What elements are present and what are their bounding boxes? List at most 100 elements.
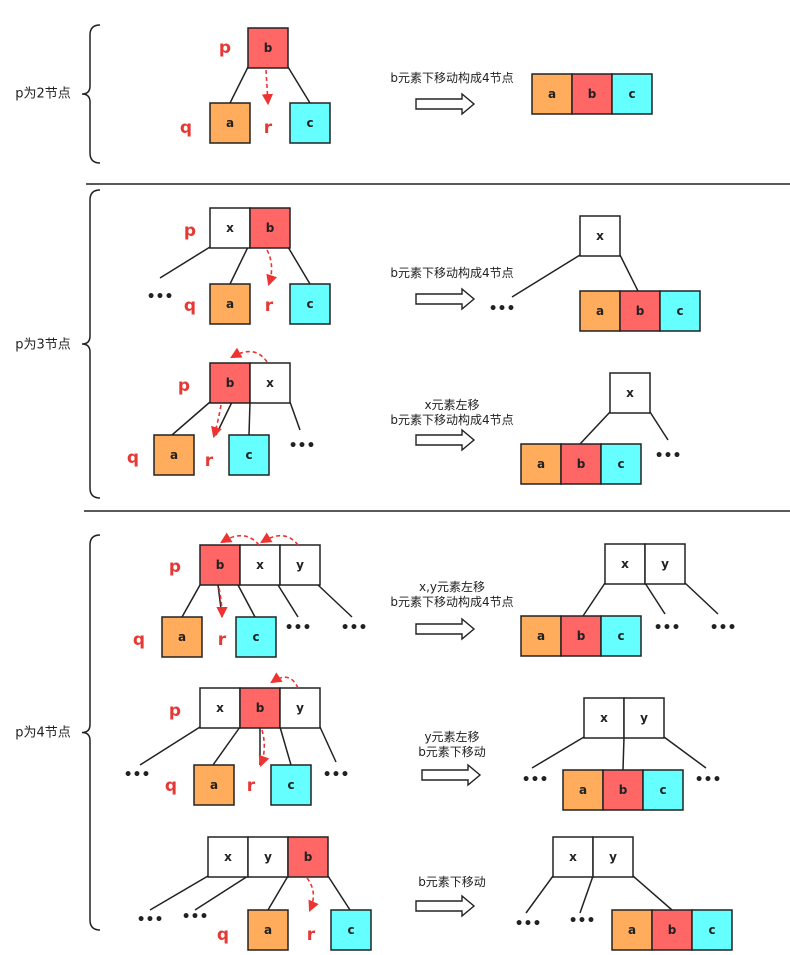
pointer-label-r: r [247, 776, 256, 796]
ellipsis: ••• [182, 909, 209, 925]
key-node-y [279, 544, 321, 586]
tree-edge [579, 875, 594, 914]
key-node-b [619, 290, 661, 332]
tree-edge [212, 726, 241, 766]
transform-arrows [415, 92, 482, 918]
key-node-c-label: c [287, 778, 294, 792]
caption-c3-line1: x元素左移 [424, 397, 479, 412]
key-node-b [560, 443, 602, 485]
pointer-label-r: r [264, 118, 273, 138]
key-node-b-label: b [588, 87, 597, 101]
tree-edge [289, 401, 301, 431]
key-node-c [600, 443, 642, 485]
caption-c4-line1: x,y元素左移 [419, 579, 485, 594]
key-node-b-label: b [226, 376, 235, 390]
tree-edge [287, 246, 311, 285]
key-node-a [209, 102, 251, 144]
key-node-c [659, 290, 701, 332]
key-node-c-label: c [659, 783, 666, 797]
move-arrow [230, 347, 268, 363]
key-node-y [644, 543, 686, 585]
pointer-label-q: q [184, 296, 196, 316]
key-node-a-label: a [537, 457, 545, 471]
caption-c5-line2: b元素下移动 [418, 745, 486, 759]
section-label-p2: p为2节点 [15, 87, 71, 102]
pointer-label-p: p [169, 557, 181, 577]
key-node-a [531, 73, 573, 115]
key-node-c [600, 615, 642, 657]
move-arrow [261, 69, 274, 106]
move-arrow [266, 249, 278, 287]
key-node-c-label: c [676, 304, 683, 318]
caption-c4-line2: b元素下移动构成4节点 [390, 594, 513, 609]
ellipsis: ••• [569, 913, 596, 929]
key-node-x [207, 836, 249, 878]
ellipsis: ••• [695, 772, 722, 788]
key-node-c [228, 434, 270, 476]
key-node-x [583, 697, 625, 739]
tree-edge [663, 736, 707, 769]
key-node-c [270, 764, 312, 806]
tree-edge [159, 246, 211, 279]
key-node-c [235, 616, 277, 658]
caption-c3-line2: b元素下移动构成4节点 [390, 412, 513, 427]
key-node-x-label: x [266, 376, 274, 390]
key-node-c [691, 909, 733, 951]
key-node-b-label: b [577, 457, 586, 471]
ellipsis: ••• [147, 289, 174, 305]
tree-nodes [153, 27, 733, 951]
ellipsis: ••• [489, 301, 516, 317]
key-node-x-label: x [216, 701, 224, 715]
tree-edge [171, 401, 211, 436]
key-node-b [651, 909, 693, 951]
key-node-x [239, 544, 281, 586]
tree-edge [649, 411, 669, 441]
section-label-p3: p为3节点 [15, 338, 71, 353]
key-node-b-label: b [619, 783, 628, 797]
tree-edge [287, 66, 311, 104]
key-node-c-label: c [617, 457, 624, 471]
key-node-y [247, 836, 289, 878]
transform-arrow [415, 92, 476, 116]
key-node-a [247, 909, 289, 951]
key-node-c-label: c [252, 630, 259, 644]
ellipsis: ••• [515, 916, 542, 932]
key-node-c-label: c [347, 923, 354, 937]
key-node-c-label: c [708, 923, 715, 937]
key-node-c [611, 73, 653, 115]
pointer-label-r: r [218, 630, 227, 650]
tree-edge [229, 66, 249, 104]
key-node-x-label: x [621, 557, 629, 571]
key-node-y-label: y [296, 701, 304, 715]
key-node-b-label: b [216, 558, 225, 572]
key-node-x [609, 372, 651, 414]
tree-edges [84, 66, 790, 914]
transform-arrow [415, 617, 476, 641]
key-node-c-label: c [306, 297, 313, 311]
pointer-label-q: q [127, 448, 139, 468]
key-node-y [592, 836, 634, 878]
transform-arrow [415, 894, 476, 918]
key-node-x [604, 543, 646, 585]
key-node-y-label: y [661, 557, 669, 571]
transform-arrow [421, 763, 482, 787]
tree-edge [139, 726, 201, 766]
ellipsis: ••• [124, 767, 151, 783]
pointer-label-p: p [184, 221, 196, 241]
ellipsis: ••• [341, 620, 368, 636]
move-arrow [220, 532, 260, 546]
tree-edge [531, 736, 585, 769]
key-node-y-label: y [296, 558, 304, 572]
move-arrow [306, 877, 319, 913]
key-node-x [579, 215, 621, 257]
tree-edge [619, 254, 639, 292]
tree-edge [237, 584, 256, 618]
key-node-b-label: b [304, 850, 313, 864]
caption-c1-line1: b元素下移动构成4节点 [390, 70, 513, 85]
key-node-x-label: x [600, 711, 608, 725]
key-node-x-label: x [569, 850, 577, 864]
tree-edge [327, 875, 351, 911]
tree-edge [525, 875, 554, 914]
tree-edge [632, 875, 673, 911]
